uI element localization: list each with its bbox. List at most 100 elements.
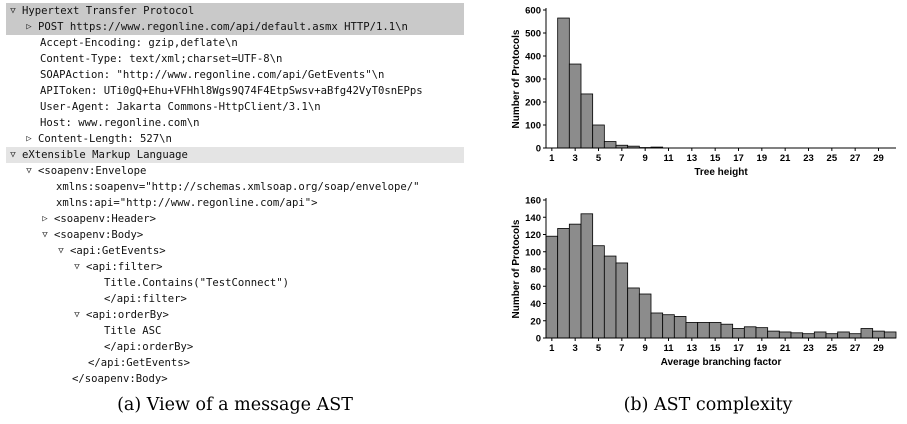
tree-row[interactable]: ▽ <soapenv:Envelope [6,163,464,179]
tree-row[interactable]: Host: www.regonline.com\n [6,115,464,131]
x-tick-label: 29 [873,153,884,164]
x-tick-label: 19 [757,343,768,354]
bar [802,333,815,339]
tree-row[interactable]: ▽ <soapenv:Body> [6,227,464,243]
bar [557,228,570,339]
tree-row-label: </api:filter> [104,293,187,305]
expanded-triangle-icon[interactable]: ▽ [26,166,32,176]
tree-row[interactable]: APIToken: UTi0gQ+Ehu+VFHhl8Wgs9Q74F4EtpS… [6,83,464,99]
x-tick-label: 15 [710,153,721,164]
y-tick-label: 0 [536,144,541,155]
caption-b: (b) AST complexity [623,395,793,415]
tree-height-chart: 0 100 200 300 400 500 600 1 3 5 7 9 11 13 15 17 19 21 23 25… [510,2,907,186]
tree-row[interactable]: SOAPAction: "http://www.regonline.com/ap… [6,67,464,83]
tree-row[interactable]: </api:GetEvents> [6,355,464,371]
tree-row[interactable]: ▽ <api:GetEvents> [6,243,464,259]
tree-row[interactable]: ▽ <api:orderBy> [6,307,464,323]
bar [603,255,617,339]
caption-a: (a) View of a message AST [117,395,353,415]
bar [545,235,559,339]
bar [743,326,757,339]
x-tick-label: 27 [850,343,861,354]
tree-row[interactable]: ▷ Content-Length: 527\n [6,131,464,147]
x-tick-label: 23 [803,343,814,354]
tree-row[interactable]: Title.Contains("TestConnect") [6,275,464,291]
bar [813,331,827,339]
bar [592,124,605,149]
tree-row-label: <soapenv:Envelope [38,165,147,177]
bar [568,223,582,339]
collapsed-triangle-icon[interactable]: ▷ [26,134,32,144]
tree-row[interactable]: Title ASC [6,323,464,339]
tree-row[interactable]: Accept-Encoding: gzip,deflate\n [6,35,464,51]
bar [615,262,629,339]
bar [837,331,850,339]
y-tick-label: 40 [530,299,541,310]
expanded-triangle-icon[interactable]: ▽ [74,262,80,272]
y-tick-label: 140 [525,213,541,224]
tree-row[interactable]: ▽ Hypertext Transfer Protocol [6,3,464,19]
y-tick-label: 60 [530,282,541,293]
bar [720,323,734,339]
tree-row[interactable]: User-Agent: Jakarta Commons-HttpClient/3… [6,99,464,115]
y-tick-label: 160 [525,196,541,207]
expanded-triangle-icon[interactable]: ▽ [10,6,16,16]
y-tick-label: 100 [525,247,541,258]
tree-row[interactable]: xmlns:soapenv="http://schemas.xmlsoap.or… [6,179,464,195]
expanded-triangle-icon[interactable]: ▽ [10,150,16,160]
collapsed-triangle-icon[interactable]: ▷ [42,214,48,224]
bar [592,245,605,339]
x-tick-label: 25 [827,153,838,164]
x-axis-label: Average branching factor [661,357,782,368]
tree-row[interactable]: xmlns:api="http://www.regonline.com/api"… [6,195,464,211]
tree-row-label: Content-Type: text/xml;charset=UTF-8\n [40,53,283,65]
bar [883,331,897,339]
tree-row-label: </soapenv:Body> [72,373,168,385]
collapsed-triangle-icon[interactable]: ▷ [26,22,32,32]
x-tick-label: 1 [549,153,555,164]
x-tick-label: 1 [549,343,555,354]
x-tick-label: 7 [619,153,624,164]
expanded-triangle-icon[interactable]: ▽ [58,246,64,256]
tree-row[interactable]: </api:filter> [6,291,464,307]
x-tick-label: 23 [803,153,814,164]
tree-row[interactable]: ▷ <soapenv:Header> [6,211,464,227]
bar [650,312,664,339]
tree-row[interactable]: </api:orderBy> [6,339,464,355]
tree-row-label: <api:orderBy> [86,309,169,321]
expanded-triangle-icon[interactable]: ▽ [74,310,80,320]
bar [627,287,640,339]
tree-row-label: SOAPAction: "http://www.regonline.com/ap… [40,69,385,81]
bar [580,213,594,339]
x-tick-label: 11 [663,153,674,164]
bar [638,293,652,339]
tree-row[interactable]: ▽ eXtensible Markup Language [6,147,464,163]
y-tick-label: 20 [530,316,541,327]
y-tick-label: 600 [525,6,541,17]
tree-row-label: Host: www.regonline.com\n [40,117,200,129]
tree-row-label: xmlns:api="http://www.regonline.com/api"… [56,197,318,209]
y-tick-label: 500 [525,29,541,40]
bar [790,332,804,339]
bar [755,327,769,339]
branching-factor-chart: 0 20 40 60 80 100 120 140 160 1 3 5 7 9 11 13 15 17 19 21 23… [510,192,907,382]
tree-row[interactable]: ▷ POST https://www.regonline.com/api/defa… [6,19,464,35]
y-axis-label: Number of Protocols [511,219,522,318]
x-tick-label: 29 [873,343,884,354]
tree-row[interactable]: </soapenv:Body> [6,371,464,385]
tree-row[interactable]: ▽ <api:filter> [6,259,464,275]
x-tick-label: 15 [710,343,721,354]
x-tick-label: 13 [687,343,698,354]
expanded-triangle-icon[interactable]: ▽ [42,230,48,240]
bar [673,316,687,339]
x-tick-label: 3 [573,343,578,354]
message-ast-tree: ▽ Hypertext Transfer Protocol ▷ POST https:… [6,3,464,385]
y-axis-label: Number of Protocols [511,29,522,128]
bar [697,322,710,339]
y-tick-label: 200 [525,98,541,109]
bar [778,331,792,339]
tree-row[interactable]: Content-Type: text/xml;charset=UTF-8\n [6,51,464,67]
y-tick-label: 0 [536,334,541,345]
x-tick-label: 19 [757,153,768,164]
